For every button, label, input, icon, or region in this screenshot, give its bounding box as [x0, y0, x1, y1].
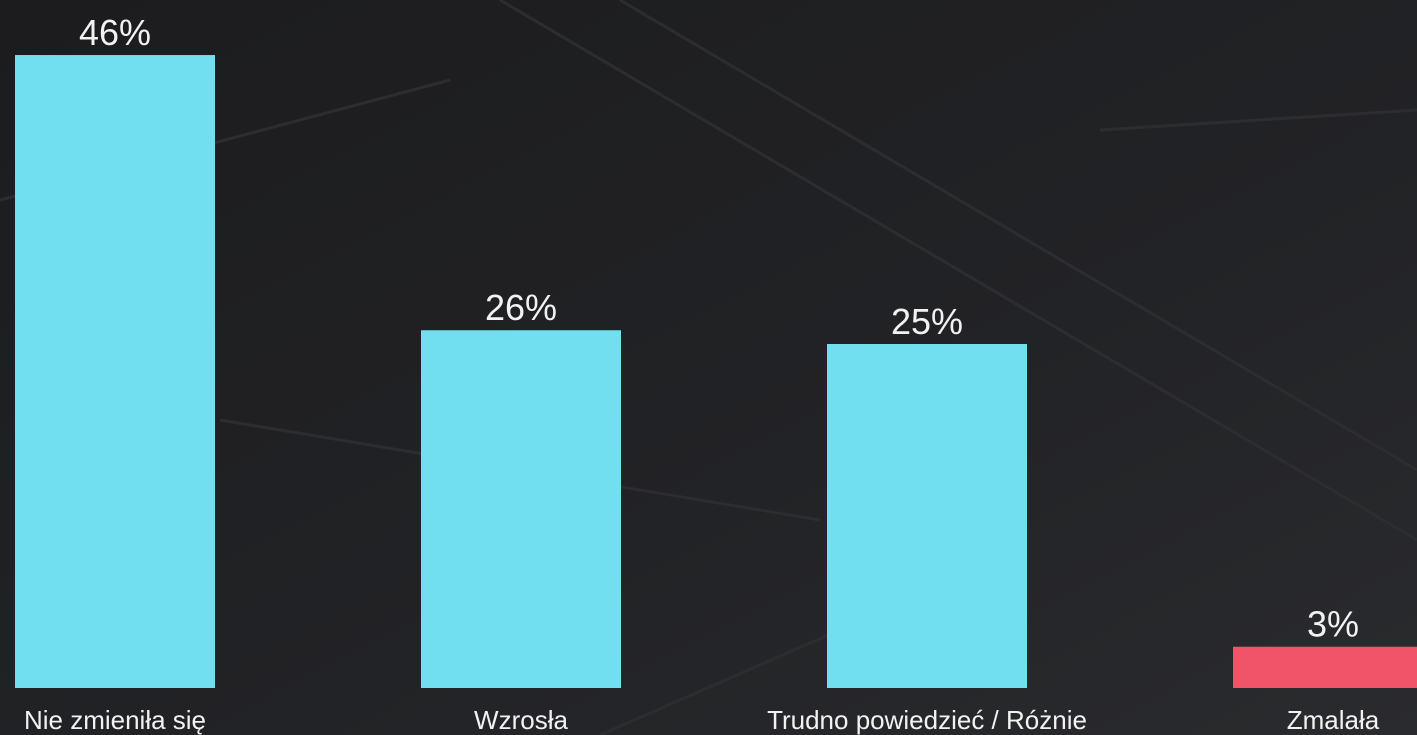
bar — [421, 330, 621, 688]
x-tick-label: Trudno powiedzieć / Różnie — [767, 705, 1087, 735]
x-tick-label: Wzrosła — [474, 705, 568, 735]
value-label: 46% — [79, 12, 151, 53]
x-tick-label: Zmalała — [1287, 705, 1380, 735]
value-label: 25% — [891, 301, 963, 342]
page: Nie zmieniła się 46% Wzrosła 26% Trudno powi… — [0, 0, 1417, 735]
bar — [827, 344, 1027, 688]
value-label: 3% — [1307, 604, 1359, 645]
chart: Nie zmieniła się 46% Wzrosła 26% Trudno powi… — [0, 0, 1417, 735]
value-label: 26% — [485, 287, 557, 328]
x-tick-label: Nie zmieniła się — [24, 705, 206, 735]
bar — [15, 55, 215, 688]
bar — [1233, 647, 1417, 688]
